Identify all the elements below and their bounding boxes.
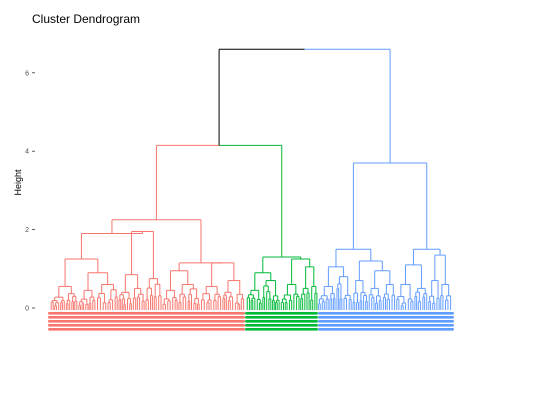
chart-title: Cluster Dendrogram [32,12,141,26]
leaf-label-row [318,316,454,319]
leaf-label-row [318,320,454,323]
leaf-label-row [318,328,454,331]
leaf-label-row [48,316,245,319]
leaf-label-row [245,316,318,319]
y-axis-title: Height [13,169,23,196]
y-axis: 0 2 4 6 [25,70,35,313]
leaf-label-row [245,324,318,327]
leaf-label-row [245,320,318,323]
y-tick-label: 6 [25,70,29,77]
dendrogram-tree [50,48,452,310]
leaf-label-row [48,320,245,323]
y-tick-label: 0 [25,306,29,313]
y-tick-label: 4 [25,149,29,156]
leaf-label-row [318,312,454,315]
leaf-label-row [48,324,245,327]
dendrogram-leaves [48,312,454,331]
leaf-label-row [48,328,245,331]
leaf-label-row [318,324,454,327]
leaf-label-row [245,312,318,315]
leaf-label-row [245,328,318,331]
y-tick-label: 2 [25,227,29,234]
leaf-label-row [48,312,245,315]
